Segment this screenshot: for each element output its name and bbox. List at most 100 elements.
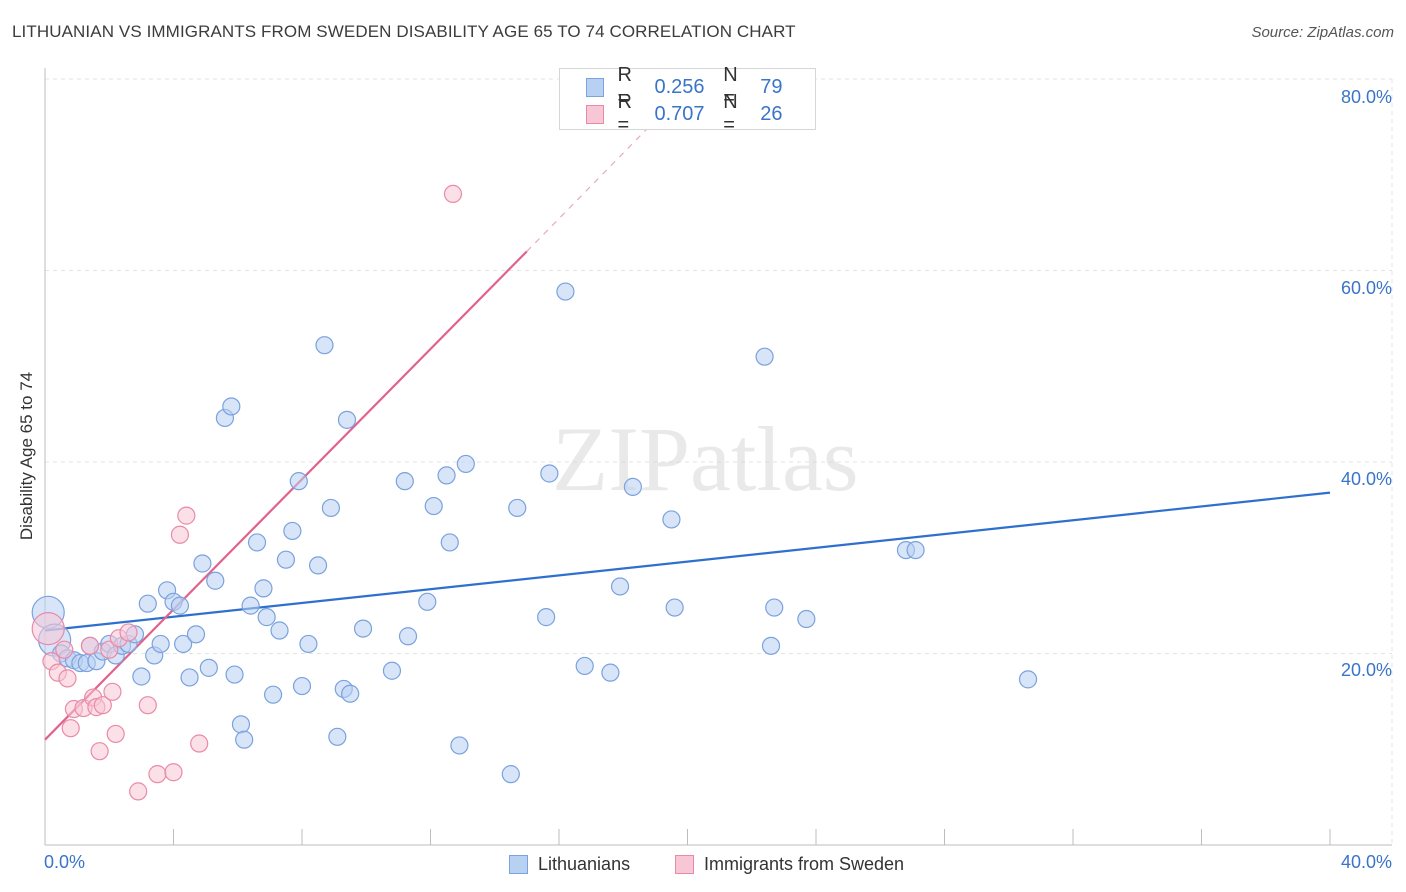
sweden-point (106, 724, 125, 744)
lithuanian-point (199, 658, 218, 677)
lithuanian-trendline (44, 491, 1331, 632)
lithuanian-point (170, 596, 190, 615)
lithuanian-point (321, 498, 341, 518)
lithuanian-point (308, 556, 328, 575)
lithuanian-point (353, 619, 373, 638)
y-tick-label: 80.0% (1340, 87, 1392, 107)
sweden-trendline (44, 250, 528, 741)
r-label: R = (617, 64, 632, 109)
lithuanian-point (247, 533, 267, 552)
lithuanian-point (765, 598, 784, 617)
lithuanian-point (662, 510, 681, 529)
lithuanian-point (395, 472, 414, 491)
y-axis-label: Disability Age 65 to 74 (17, 371, 36, 541)
legend-label: Immigrants from Sweden (704, 853, 905, 874)
lithuanian-point (180, 668, 199, 687)
lithuanian-point (206, 571, 225, 590)
r-label: R = (617, 91, 632, 136)
lithuanian-point (315, 336, 334, 355)
lithuanian-point (601, 663, 620, 682)
lithuanian-point (337, 410, 357, 429)
source-credit: Source: ZipAtlas.com (1251, 24, 1394, 41)
y-tick-label: 20.0% (1340, 660, 1392, 680)
lithuanian-point (283, 521, 302, 541)
legend-item-sweden[interactable]: Immigrants from Sweden (675, 851, 904, 877)
stats-legend: R = 0.256 N = 79 R = 0.707 N = 26 (559, 64, 816, 136)
sweden-point (443, 184, 463, 203)
sweden-point (119, 623, 138, 642)
y-tick-label: 40.0% (1340, 469, 1392, 489)
lithuanian-point (537, 608, 556, 627)
sweden-point (90, 742, 109, 761)
grid-layer (45, 78, 1393, 845)
lithuanian-point (270, 621, 289, 640)
lithuanian-point (231, 715, 251, 734)
lithuanian-point (132, 667, 151, 686)
lithuanian-point (289, 472, 308, 491)
lithuanian-point (508, 498, 527, 518)
sweden-point (31, 612, 65, 646)
lithuanian-point (761, 636, 781, 655)
lithuanian-point (610, 577, 630, 596)
lithuanian-point (254, 579, 273, 598)
lithuanian-point (225, 665, 244, 684)
lithuanian-point (235, 730, 254, 749)
n-label: N = (723, 91, 738, 136)
sweden-point (148, 765, 167, 784)
lithuanian-point (328, 727, 347, 746)
sweden-point (129, 782, 148, 801)
legend-label: Lithuanians (538, 853, 631, 874)
n-value: 26 (760, 102, 783, 125)
sweden-point (55, 640, 74, 659)
sweden-point (190, 734, 209, 753)
sweden-point (138, 696, 157, 715)
lithuanian-point (341, 684, 360, 703)
lithuanian-point (151, 634, 170, 654)
r-value: 0.707 (654, 102, 705, 125)
x-tick-label-min: 0.0% (44, 852, 86, 872)
sweden-point (93, 696, 112, 715)
lithuanian-point (276, 550, 296, 569)
lithuanian-point (623, 477, 642, 496)
legend-item-lithuanians[interactable]: Lithuanians (509, 851, 630, 877)
lithuanian-point (437, 466, 456, 485)
lithuanian-point (501, 765, 520, 784)
sweden-point (61, 719, 80, 738)
lithuanian-point (186, 625, 206, 644)
sweden-point (80, 636, 100, 655)
blue-swatch (509, 854, 528, 874)
sweden-trendline-extension (526, 126, 650, 252)
lithuanian-point (222, 397, 241, 416)
lithuanian-point (292, 676, 312, 696)
lithuanian-point (424, 496, 443, 516)
sweden-point (58, 669, 77, 688)
stats-row-lithuanians: R = 0.256 N = 79 (586, 64, 815, 109)
lithuanian-point (906, 540, 925, 560)
lithuanian-point (398, 627, 418, 646)
sweden-point (177, 506, 196, 525)
sweden-point (170, 525, 190, 544)
lithuanian-point (299, 634, 318, 654)
lithuanian-point (241, 596, 260, 615)
lithuanian-point (575, 656, 594, 676)
chart-title: LITHUANIAN VS IMMIGRANTS FROM SWEDEN DIS… (12, 22, 796, 41)
point-layer (31, 184, 1038, 801)
n-label: N = (723, 64, 738, 109)
sweden-point (164, 763, 183, 782)
lithuanian-point (450, 736, 469, 755)
r-value: 0.256 (654, 75, 705, 98)
axis-layer (44, 68, 1392, 846)
lithuanian-point (138, 594, 157, 613)
lithuanian-point (797, 609, 816, 629)
lithuanian-point (540, 464, 559, 483)
x-tick-label-max: 40.0% (1340, 852, 1392, 872)
lithuanian-point (440, 533, 459, 552)
n-value: 79 (760, 75, 783, 98)
lithuanian-point (1018, 670, 1038, 689)
sweden-point (103, 682, 122, 701)
pink-swatch (586, 104, 604, 124)
watermark: ZIPatlas (552, 408, 859, 510)
lithuanian-point (257, 608, 276, 627)
blue-swatch (586, 77, 604, 97)
lithuanian-point (665, 598, 684, 617)
